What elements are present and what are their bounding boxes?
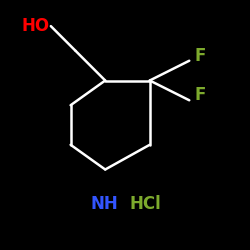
Text: F: F	[194, 47, 205, 65]
Text: F: F	[194, 86, 205, 104]
Text: NH: NH	[90, 195, 118, 213]
Text: HCl: HCl	[130, 195, 162, 213]
Text: HO: HO	[21, 17, 49, 35]
